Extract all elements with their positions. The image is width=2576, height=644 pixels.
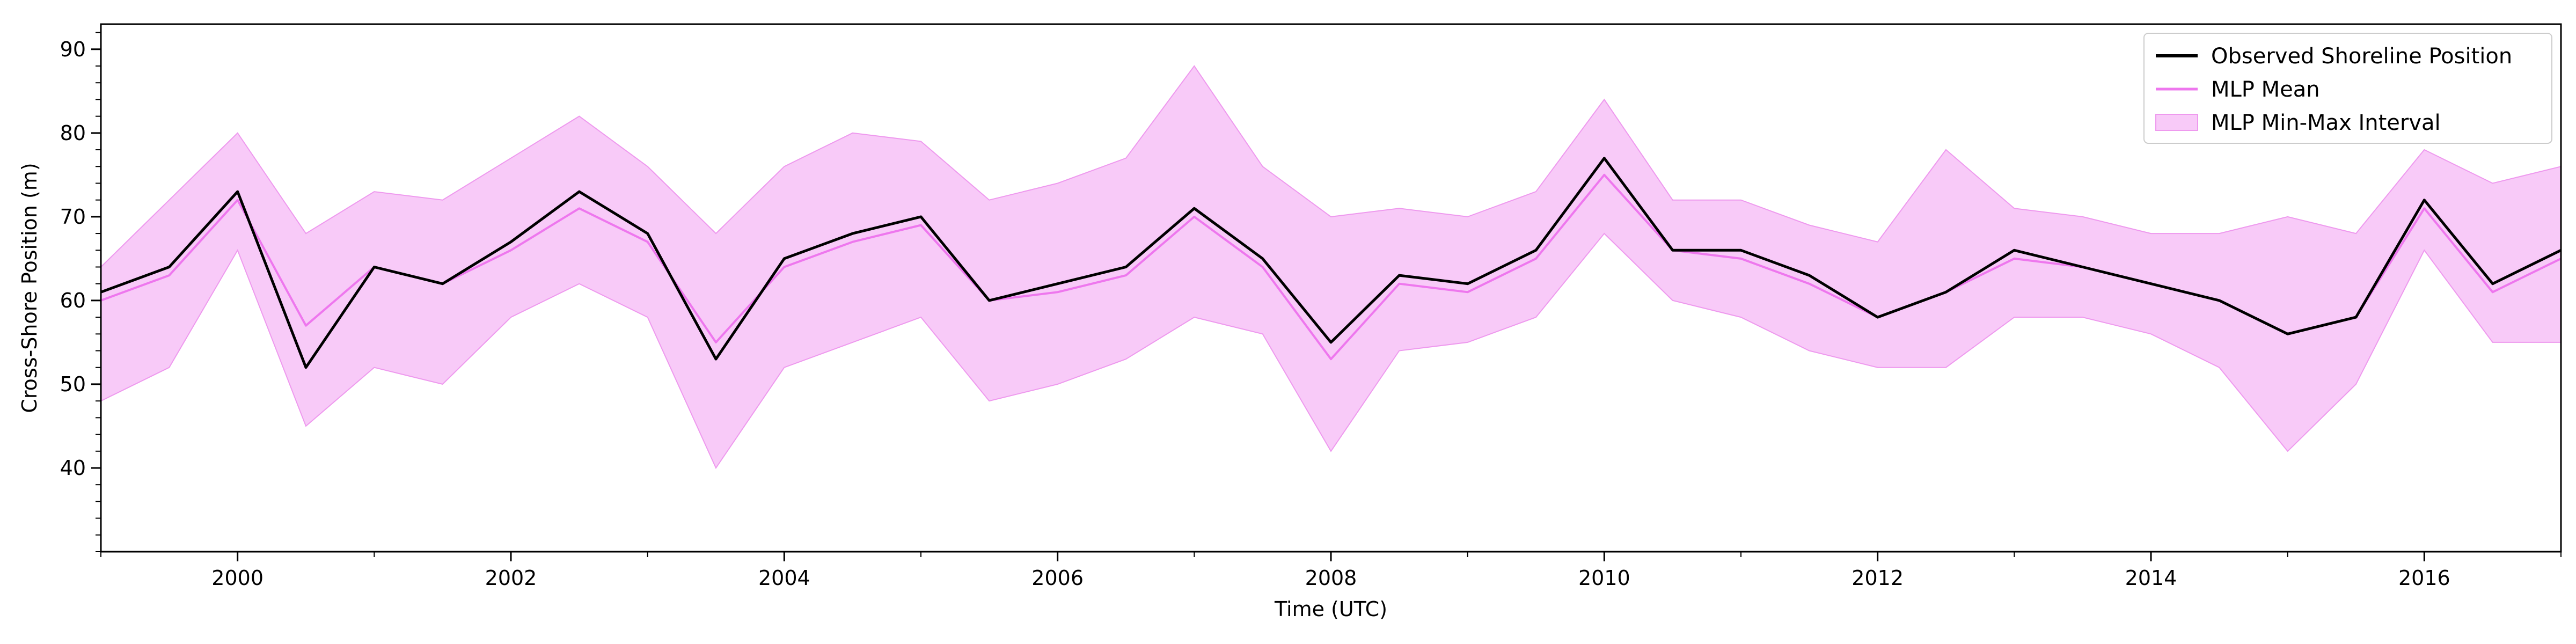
legend-label-interval: MLP Min-Max Interval bbox=[2211, 111, 2441, 135]
observed-shoreline-line bbox=[100, 157, 2562, 369]
legend-box bbox=[2143, 33, 2552, 144]
x-tick-label: 2004 bbox=[758, 566, 810, 590]
x-tick-label: 2002 bbox=[485, 566, 537, 590]
legend-label-mean: MLP Mean bbox=[2211, 77, 2320, 102]
y-tick-label: 90 bbox=[60, 38, 86, 61]
y-tick-label: 70 bbox=[60, 205, 86, 229]
y-axis-title: Cross-Shore Position (m) bbox=[18, 163, 41, 413]
y-tick-label: 50 bbox=[60, 372, 86, 396]
x-tick-label: 2012 bbox=[1851, 566, 1904, 590]
legend-label-observed: Observed Shoreline Position bbox=[2211, 44, 2512, 69]
x-tick-label: 2008 bbox=[1305, 566, 1357, 590]
y-tick-label: 80 bbox=[60, 121, 86, 145]
x-axis-title: Time (UTC) bbox=[1274, 597, 1387, 621]
x-tick-label: 2016 bbox=[2398, 566, 2450, 590]
x-axis: 2000 2002 2004 2006 2008 2010 2012 2014 2016 bbox=[100, 552, 2562, 590]
x-tick-label: 2006 bbox=[1031, 566, 1084, 590]
y-tick-label: 40 bbox=[60, 456, 86, 480]
observed-layer bbox=[100, 157, 2562, 369]
legend-swatch-interval bbox=[2155, 114, 2198, 131]
legend: Observed Shoreline Position MLP Mean MLP… bbox=[2143, 33, 2552, 144]
x-tick-label: 2010 bbox=[1578, 566, 1630, 590]
x-tick-label: 2000 bbox=[211, 566, 264, 590]
y-tick-label: 60 bbox=[60, 289, 86, 312]
x-tick-label: 2014 bbox=[2125, 566, 2177, 590]
y-axis: 40 50 60 70 80 90 bbox=[60, 32, 101, 552]
